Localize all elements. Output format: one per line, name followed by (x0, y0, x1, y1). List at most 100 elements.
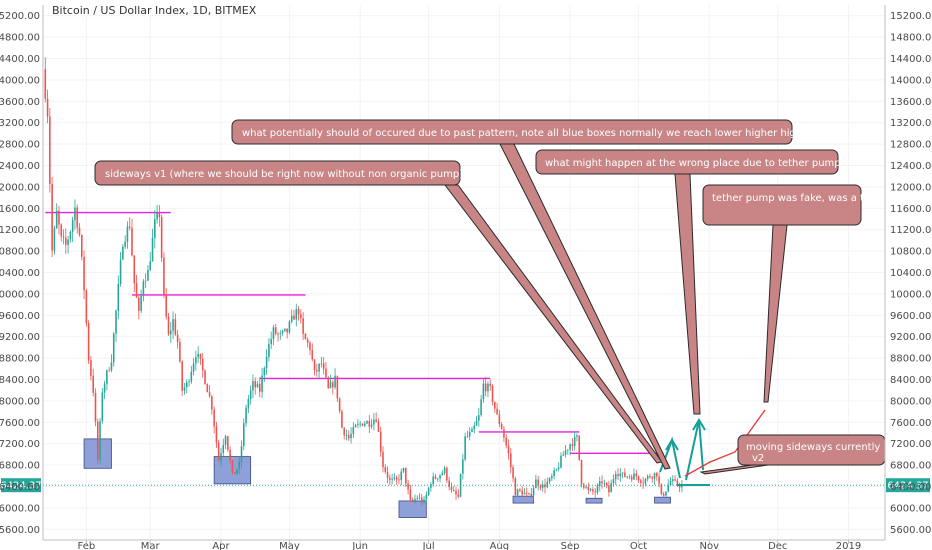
candle-body (592, 489, 594, 492)
note-tether-fake-box (702, 184, 862, 226)
candle-body (167, 316, 170, 335)
candle-body (138, 297, 140, 311)
candle-body (67, 239, 69, 245)
candle-body (494, 401, 496, 409)
y-tick-label-right: 10000.00 (890, 289, 932, 300)
y-tick-label-right: 15200.00 (890, 11, 932, 22)
candle-body (662, 493, 665, 496)
candle-body (409, 489, 412, 500)
candle-body (270, 339, 272, 345)
candle-body (420, 497, 423, 503)
x-tick-label: Feb (77, 541, 95, 550)
candle-body (580, 460, 583, 485)
candle-body (617, 474, 619, 477)
candle-body (265, 356, 268, 369)
candle-body (546, 482, 549, 488)
candle-body (535, 479, 537, 489)
candle-body (231, 460, 234, 472)
candle-body (473, 425, 476, 430)
candle-body (60, 224, 63, 237)
candle-body (418, 497, 421, 499)
candle-body (249, 390, 252, 400)
candle-body (185, 382, 188, 388)
candle-body (65, 237, 67, 245)
candle-body (439, 474, 441, 479)
y-tick-label-right: 9200.00 (890, 332, 931, 343)
candle-body (539, 485, 542, 488)
candle-body (261, 375, 263, 392)
candle-body (630, 476, 633, 480)
candle-body (452, 489, 455, 491)
candle-body (423, 499, 425, 503)
candle-body (598, 481, 601, 486)
candle-body (288, 321, 291, 333)
candle-body (154, 219, 156, 238)
y-tick-label-left: 6400.00 (0, 482, 40, 493)
candle-body (475, 420, 478, 426)
candle-body (633, 473, 635, 480)
candle-body (484, 383, 487, 392)
y-tick-label-right: 9600.00 (890, 311, 931, 322)
candle-body (551, 476, 553, 479)
x-tick-label: Apr (212, 541, 230, 550)
current-price-tag-right (886, 478, 930, 493)
y-tick-label-left: 13600.00 (0, 97, 40, 108)
y-tick-label-left: 13200.00 (0, 118, 40, 129)
y-tick-label-left: 10800.00 (0, 247, 40, 258)
candle-body (272, 327, 275, 340)
candle-body (569, 444, 571, 450)
candle-body (624, 472, 626, 477)
candle-body (649, 476, 651, 478)
candle-body (450, 486, 453, 490)
candle-body (489, 383, 492, 386)
candle-body (160, 217, 163, 258)
candle-body (325, 368, 327, 378)
candle-body (667, 485, 670, 492)
candle-body (582, 484, 585, 488)
candle-body (300, 314, 302, 319)
candle-body (407, 483, 409, 490)
candle-body (416, 498, 419, 499)
candle-body (462, 459, 464, 474)
candle-body (55, 210, 58, 229)
candle-body (544, 484, 546, 488)
candle-body (158, 212, 161, 218)
current-price-line: 6424.37 6424.37 (0, 478, 930, 493)
candle-body (284, 328, 286, 331)
green-arrow-head-2 (692, 418, 706, 431)
candle-body (302, 318, 304, 334)
candle-body (430, 484, 432, 488)
candle-body (389, 477, 391, 480)
candle-body (327, 377, 330, 389)
candle-body (331, 382, 334, 388)
candle-body (405, 467, 407, 484)
candle-body (514, 478, 517, 496)
candle-body (140, 295, 142, 311)
candle-body (233, 471, 236, 474)
candle-body (274, 327, 277, 334)
candle-body (268, 344, 270, 357)
candle-body (507, 445, 510, 454)
candle-body (338, 398, 341, 412)
candle-body (247, 399, 250, 408)
candle-body (528, 493, 530, 494)
candle-body (656, 472, 658, 477)
candle-body (133, 255, 136, 284)
candle-body (176, 334, 179, 343)
candle-body (384, 467, 387, 472)
candle-body (642, 482, 644, 484)
candle-body (674, 479, 676, 481)
candle-body (496, 408, 498, 415)
candle-body (252, 381, 254, 391)
y-tick-label-right: 14000.00 (890, 75, 932, 86)
candle-body (350, 433, 352, 439)
candle-body (119, 259, 122, 284)
candle-body (357, 423, 359, 425)
candle-body (601, 481, 603, 484)
y-tick-label-right: 7200.00 (890, 439, 931, 450)
candle-body (480, 399, 482, 416)
candle-body (594, 491, 597, 493)
candle-body (589, 489, 592, 491)
candle-body (567, 449, 569, 451)
